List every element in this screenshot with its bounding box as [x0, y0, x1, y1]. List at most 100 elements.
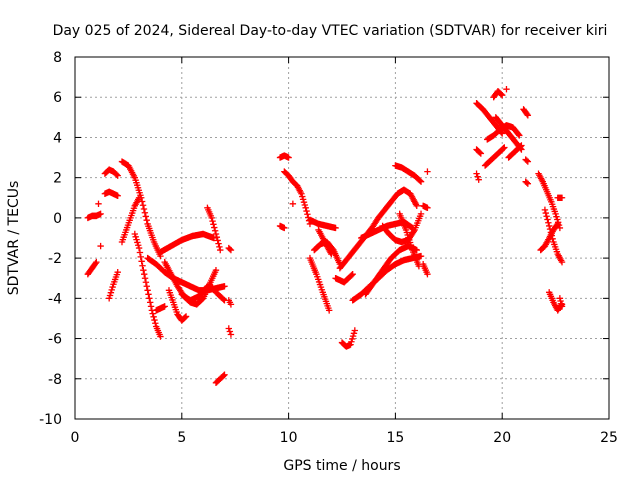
data-point [523, 157, 530, 164]
data-point [547, 229, 555, 236]
data-point [524, 158, 532, 165]
data-point [140, 266, 147, 274]
data-point [410, 228, 418, 235]
x-axis-label: GPS time / hours [283, 458, 400, 474]
y-axis-label: SDTVAR / TECUs [6, 181, 22, 296]
data-point [109, 283, 116, 291]
data-point [145, 291, 152, 298]
x-tick-label: 25 [600, 430, 618, 446]
data-point [541, 206, 549, 214]
data-point [217, 246, 224, 254]
data-point [152, 320, 159, 327]
axis-ticks: 0 5 10 15 20 25 -10 -8 -6 -4 -2 0 2 4 6 8 [39, 50, 618, 446]
data-point [549, 235, 556, 243]
data-point [215, 240, 222, 247]
data-point [93, 258, 100, 266]
data-point [301, 201, 309, 209]
data-point [227, 246, 235, 254]
data-point [545, 222, 553, 230]
data-point [114, 192, 121, 199]
data-point [113, 171, 121, 179]
data-point [216, 243, 223, 251]
data-point [142, 213, 149, 220]
y-tick-label: -6 [48, 332, 62, 348]
data-point [302, 204, 309, 212]
data-point [227, 301, 235, 308]
y-tick-label: 4 [53, 130, 62, 146]
x-tick-label: 15 [386, 430, 404, 446]
data-point [285, 154, 292, 161]
data-point [524, 180, 532, 187]
data-point [208, 214, 215, 222]
grid [75, 57, 609, 419]
data-point [347, 341, 354, 348]
y-tick-label: -4 [48, 291, 62, 307]
data-point [114, 172, 121, 179]
data-point [135, 242, 142, 249]
data-point [108, 286, 115, 294]
data-point [141, 209, 149, 216]
data-point [303, 207, 310, 215]
data-point [227, 331, 235, 338]
data-point [424, 271, 431, 278]
y-tick-label: -8 [48, 372, 62, 388]
data-point [221, 371, 228, 378]
data-point [151, 316, 158, 324]
x-tick-label: 0 [71, 430, 80, 446]
data-point [211, 227, 219, 234]
data-points [84, 85, 566, 386]
data-point [146, 299, 154, 306]
data-point [552, 210, 559, 218]
data-point [498, 91, 505, 98]
data-point [518, 142, 525, 149]
data-point [139, 262, 146, 269]
data-point [558, 258, 566, 266]
data-point [220, 296, 227, 303]
data-point [137, 253, 144, 261]
data-point [416, 177, 424, 185]
y-tick-label: -10 [39, 412, 62, 428]
data-point [349, 335, 356, 343]
data-point [473, 170, 480, 177]
data-point [558, 303, 566, 310]
data-point [553, 213, 560, 220]
data-point [523, 110, 531, 118]
data-point [413, 202, 420, 210]
data-point [325, 307, 333, 314]
data-point [138, 258, 145, 265]
data-point [499, 92, 506, 99]
data-point [92, 260, 99, 267]
data-point [328, 250, 335, 258]
data-point [143, 283, 150, 290]
data-point [220, 372, 227, 379]
data-point [225, 325, 232, 332]
data-point [226, 245, 234, 253]
data-point [146, 295, 153, 302]
data-point [544, 216, 551, 223]
data-point [221, 283, 228, 290]
data-point [105, 295, 113, 302]
data-point [141, 275, 149, 282]
data-point [210, 234, 218, 242]
data-point [298, 190, 305, 197]
data-point [134, 239, 141, 246]
y-tick-label: 8 [53, 50, 62, 66]
data-point [144, 287, 151, 294]
y-tick-label: 0 [53, 211, 62, 227]
data-point [182, 314, 189, 321]
data-point [348, 271, 356, 279]
x-tick-label: 5 [177, 430, 186, 446]
data-point [474, 173, 481, 180]
data-point [149, 310, 156, 317]
data-point [133, 236, 140, 243]
data-point [477, 150, 485, 157]
data-point [132, 233, 139, 240]
data-point [136, 249, 144, 256]
data-point [97, 210, 104, 218]
data-point [417, 210, 425, 218]
data-point [332, 224, 339, 232]
data-point [281, 224, 288, 232]
data-point [157, 333, 164, 340]
data-point [150, 313, 157, 321]
data-point [543, 213, 550, 220]
